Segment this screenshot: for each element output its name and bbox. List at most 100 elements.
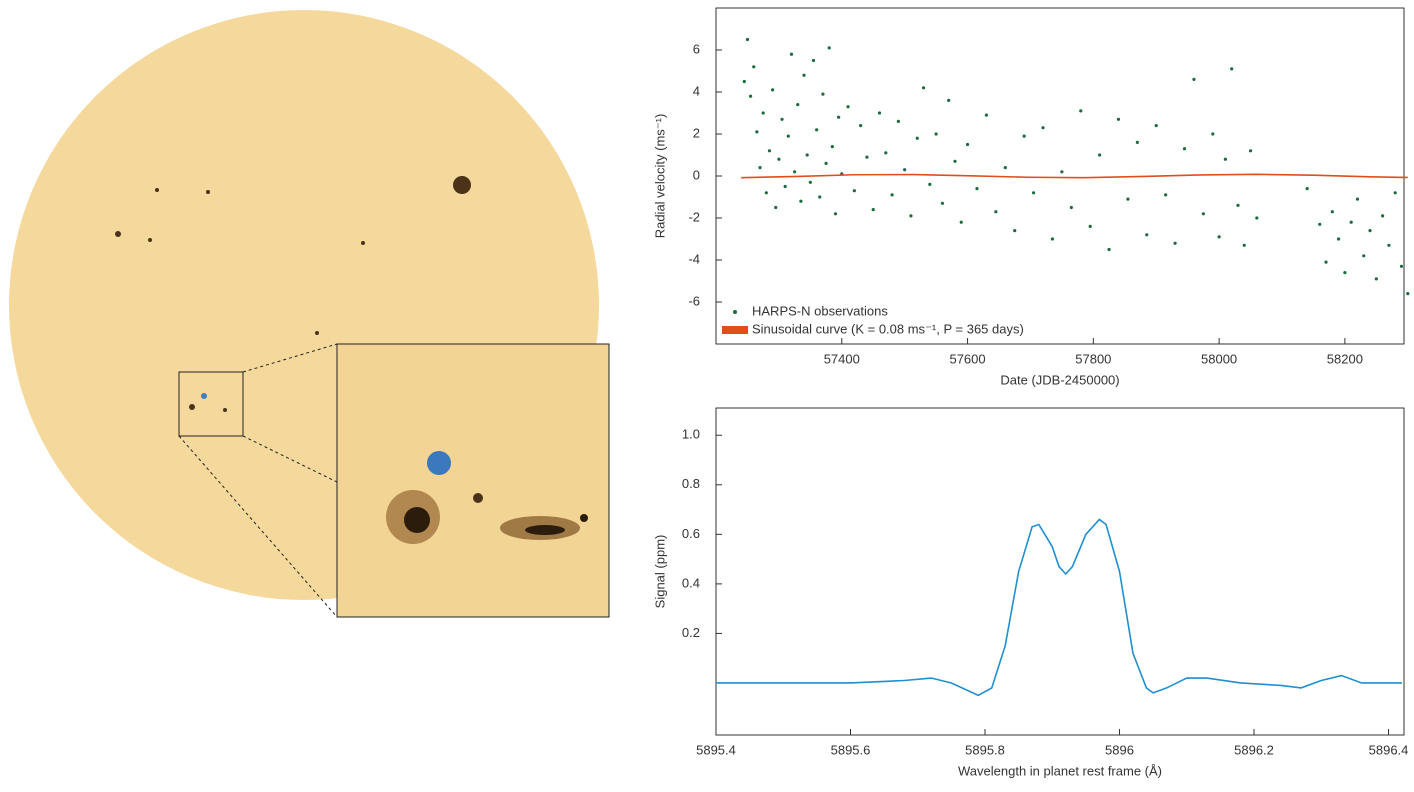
- data-point: [877, 111, 882, 115]
- data-point: [884, 151, 888, 155]
- data-point: [940, 201, 944, 205]
- legend-swatch: [722, 326, 748, 334]
- data-point: [1362, 254, 1366, 258]
- data-point: [777, 157, 781, 161]
- data-point: [761, 111, 765, 115]
- sunspot: [473, 493, 483, 503]
- data-point: [1182, 147, 1187, 151]
- data-point: [1248, 149, 1253, 153]
- data-point: [837, 115, 841, 119]
- data-point: [830, 145, 834, 149]
- sunspot: [223, 408, 227, 412]
- data-point: [890, 193, 894, 197]
- y-tick-label: 2: [693, 125, 700, 140]
- data-point: [965, 142, 970, 147]
- data-point: [802, 73, 806, 77]
- x-tick-label: 5896.2: [1234, 742, 1274, 757]
- data-point: [1022, 134, 1026, 138]
- data-point: [1098, 153, 1102, 157]
- data-point: [1349, 220, 1353, 224]
- data-point: [824, 161, 828, 165]
- data-point: [1003, 166, 1007, 170]
- data-point: [915, 136, 919, 140]
- data-point: [1211, 132, 1215, 136]
- sunspot-group: [525, 525, 565, 535]
- data-point: [984, 113, 989, 117]
- data-point: [1406, 292, 1410, 296]
- x-tick-label: 58000: [1201, 351, 1237, 366]
- x-tick-label: 58200: [1327, 351, 1363, 366]
- sunspot: [453, 176, 471, 194]
- x-tick-label: 5896.4: [1369, 742, 1409, 757]
- data-point: [1135, 140, 1139, 144]
- data-point: [764, 191, 768, 195]
- data-point: [975, 187, 979, 191]
- data-point: [903, 168, 907, 172]
- data-point: [815, 128, 819, 132]
- data-point: [1330, 210, 1334, 214]
- sunspot: [189, 404, 195, 410]
- data-point: [799, 199, 803, 203]
- data-point: [789, 52, 794, 56]
- data-point: [1381, 214, 1385, 218]
- data-point: [755, 130, 759, 134]
- x-tick-label: 5896: [1105, 742, 1134, 757]
- data-point: [1318, 222, 1322, 226]
- data-point: [1201, 212, 1205, 216]
- sunspot: [155, 188, 159, 192]
- data-point: [1393, 191, 1397, 195]
- y-tick-label: 6: [693, 41, 700, 56]
- data-point: [827, 46, 831, 50]
- data-point: [1069, 205, 1073, 210]
- data-point: [796, 103, 800, 107]
- y-tick-label: 0.2: [682, 625, 700, 640]
- earth-small: [201, 393, 207, 399]
- y-tick-label: 0.4: [682, 575, 700, 590]
- sunspot: [361, 241, 365, 245]
- data-point: [1343, 271, 1347, 275]
- data-point: [1374, 277, 1378, 281]
- y-axis-label: Signal (ppm): [652, 535, 667, 609]
- data-point: [767, 149, 772, 153]
- data-point: [953, 159, 957, 163]
- data-point: [865, 155, 869, 159]
- x-tick-label: 5895.8: [965, 742, 1005, 757]
- data-point: [1088, 224, 1092, 228]
- data-point: [1255, 216, 1259, 220]
- data-point: [1041, 126, 1045, 130]
- sunspot: [580, 514, 588, 522]
- data-point: [808, 180, 812, 184]
- sunspot: [206, 190, 210, 194]
- data-point: [783, 184, 787, 189]
- data-point: [994, 210, 998, 214]
- data-point: [748, 94, 753, 98]
- data-point: [1355, 197, 1360, 201]
- data-point: [1107, 247, 1111, 252]
- data-point: [1079, 109, 1083, 113]
- sunspot: [148, 238, 152, 242]
- data-point: [1236, 203, 1240, 207]
- data-point: [818, 195, 822, 199]
- x-axis-label: Wavelength in planet rest frame (Å): [958, 763, 1162, 778]
- data-point: [793, 170, 797, 174]
- zoom-line: [178, 435, 338, 618]
- data-point: [947, 98, 951, 102]
- data-point: [846, 105, 850, 109]
- data-point: [786, 134, 790, 138]
- y-tick-label: 0.8: [682, 476, 700, 491]
- y-tick-label: -6: [688, 293, 700, 308]
- y-tick-label: -4: [688, 251, 700, 266]
- data-point: [909, 214, 913, 218]
- data-point: [1192, 77, 1196, 81]
- y-tick-label: -2: [688, 209, 700, 224]
- x-tick-label: 5895.6: [831, 742, 871, 757]
- data-point: [1368, 229, 1372, 233]
- data-point: [921, 86, 926, 90]
- data-point: [774, 205, 778, 210]
- data-point: [811, 58, 816, 63]
- x-tick-label: 57600: [949, 351, 985, 366]
- y-tick-label: 1.0: [682, 427, 700, 442]
- series-line: [716, 518, 1402, 697]
- data-point: [1164, 193, 1168, 197]
